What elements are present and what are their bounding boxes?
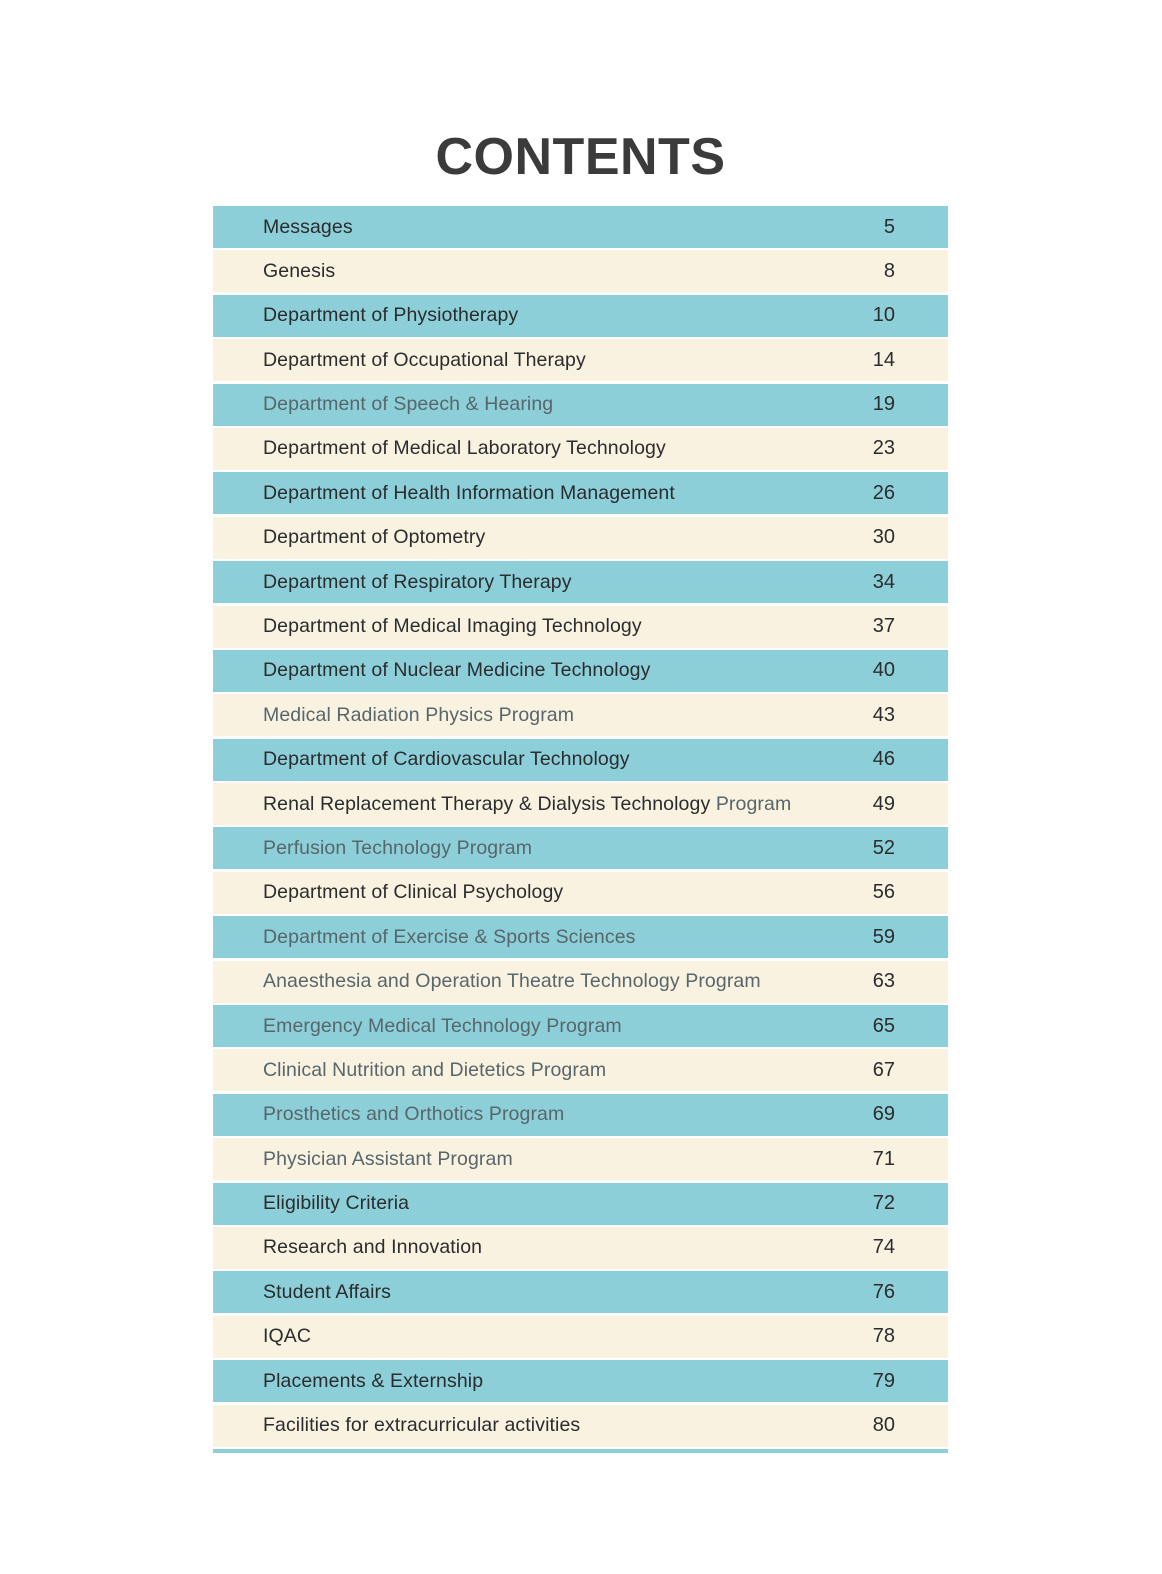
toc-page-number: 76 — [872, 1280, 895, 1303]
toc-entry-label: Physician Assistant Program — [263, 1147, 513, 1170]
toc-page-number: 74 — [872, 1236, 895, 1259]
toc-row: Perfusion Technology Program 52 — [213, 827, 948, 870]
toc-entry-label: Prosthetics and Orthotics Program — [263, 1103, 565, 1126]
toc-page-number: 80 — [872, 1414, 895, 1437]
toc-entry-label: Perfusion Technology Program — [263, 836, 533, 859]
toc-entry-label: Anaesthesia and Operation Theatre Techno… — [263, 970, 761, 993]
toc-row: Messages 5 — [213, 206, 948, 248]
contents-table: Messages 5 Genesis 8 Department of Physiot… — [213, 206, 948, 1447]
toc-row: Research and Innovation 74 — [213, 1226, 948, 1269]
toc-entry-label: Emergency Medical Technology Program — [263, 1014, 622, 1037]
toc-page-number: 34 — [872, 570, 895, 593]
toc-page-number: 23 — [872, 437, 895, 460]
toc-row: Facilities for extracurricular activitie… — [213, 1404, 948, 1447]
toc-entry-label: Department of Exercise & Sports Sciences — [263, 925, 636, 948]
toc-row: Department of Medical Laboratory Technol… — [213, 427, 948, 470]
toc-row: Eligibility Criteria 72 — [213, 1182, 948, 1225]
toc-entry-label: IQAC — [263, 1325, 312, 1348]
toc-page-number: 40 — [872, 659, 895, 682]
toc-page-number: 5 — [883, 215, 895, 238]
toc-page-number: 65 — [872, 1014, 895, 1037]
toc-page-number: 63 — [872, 970, 895, 993]
toc-row: Department of Health Information Managem… — [213, 472, 948, 515]
toc-entry-label: Department of Physiotherapy — [263, 304, 519, 327]
toc-row: Department of Clinical Psychology 56 — [213, 871, 948, 914]
toc-row: Emergency Medical Technology Program 65 — [213, 1005, 948, 1048]
toc-entry-label: Department of Medical Laboratory Technol… — [263, 437, 666, 460]
toc-page-number: 52 — [872, 836, 895, 859]
toc-page-number: 26 — [872, 481, 895, 504]
toc-entry-label: Department of Cardiovascular Technology — [263, 748, 630, 771]
toc-entry-label: Department of Nuclear Medicine Technolog… — [263, 659, 651, 682]
toc-row: Department of Cardiovascular Technology 4… — [213, 738, 948, 781]
toc-row: Department of Physiotherapy 10 — [213, 294, 948, 337]
toc-page-number: 30 — [872, 526, 895, 549]
toc-row: Anaesthesia and Operation Theatre Techno… — [213, 960, 948, 1003]
toc-page-number: 37 — [872, 615, 895, 638]
toc-row: Department of Speech & Hearing 19 — [213, 383, 948, 426]
toc-page-number: 59 — [872, 925, 895, 948]
toc-row: IQAC 78 — [213, 1315, 948, 1358]
toc-entry-label: Genesis — [263, 259, 336, 282]
toc-entry-label: Clinical Nutrition and Dietetics Program — [263, 1058, 607, 1081]
toc-page-number: 79 — [872, 1369, 895, 1392]
toc-page-number: 67 — [872, 1058, 895, 1081]
toc-row: Placements & Externship 79 — [213, 1360, 948, 1403]
toc-entry-label: Student Affairs — [263, 1280, 391, 1303]
toc-page-number: 19 — [872, 393, 895, 416]
toc-entry-label: Department of Medical Imaging Technology — [263, 615, 642, 638]
toc-entry-label: Department of Speech & Hearing — [263, 393, 554, 416]
toc-page-number: 71 — [872, 1147, 895, 1170]
toc-page-number: 14 — [872, 348, 895, 371]
toc-page-number: 72 — [872, 1192, 895, 1215]
toc-row: Genesis 8 — [213, 250, 948, 293]
toc-row: Clinical Nutrition and Dietetics Program… — [213, 1049, 948, 1092]
toc-entry-label: Renal Replacement Therapy & Dialysis Tec… — [263, 792, 792, 815]
toc-row: Department of Nuclear Medicine Technolog… — [213, 649, 948, 692]
toc-entry-label: Eligibility Criteria — [263, 1192, 410, 1215]
toc-entry-label: Department of Occupational Therapy — [263, 348, 586, 371]
toc-row: Physician Assistant Program 71 — [213, 1138, 948, 1181]
toc-row: Medical Radiation Physics Program 43 — [213, 694, 948, 737]
toc-page-number: 69 — [872, 1103, 895, 1126]
toc-row: Student Affairs 76 — [213, 1271, 948, 1314]
toc-page-number: 43 — [872, 703, 895, 726]
toc-page-number: 78 — [872, 1325, 895, 1348]
toc-entry-label: Department of Respiratory Therapy — [263, 570, 572, 593]
toc-entry-label: Research and Innovation — [263, 1236, 483, 1259]
toc-entry-label: Department of Clinical Psychology — [263, 881, 564, 904]
toc-page-number: 8 — [883, 259, 895, 282]
toc-row: Department of Occupational Therapy 14 — [213, 339, 948, 382]
toc-entry-label: Placements & Externship — [263, 1369, 484, 1392]
toc-row: Prosthetics and Orthotics Program 69 — [213, 1093, 948, 1136]
toc-entry-label: Department of Health Information Managem… — [263, 481, 675, 504]
toc-entry-label: Messages — [263, 215, 353, 238]
toc-entry-label: Facilities for extracurricular activitie… — [263, 1414, 581, 1437]
toc-row: Department of Exercise & Sports Sciences… — [213, 916, 948, 959]
toc-row: Department of Optometry 30 — [213, 516, 948, 559]
toc-row: Renal Replacement Therapy & Dialysis Tec… — [213, 783, 948, 826]
toc-entry-label: Department of Optometry — [263, 526, 486, 549]
bottom-edge-strip — [213, 1449, 948, 1453]
toc-page-number: 56 — [872, 881, 895, 904]
toc-row: Department of Medical Imaging Technology… — [213, 605, 948, 648]
page-title: CONTENTS — [435, 128, 726, 186]
toc-page-number: 46 — [872, 748, 895, 771]
toc-entry-label: Medical Radiation Physics Program — [263, 703, 575, 726]
toc-page-number: 10 — [872, 304, 895, 327]
toc-row: Department of Respiratory Therapy 34 — [213, 561, 948, 604]
toc-page-number: 49 — [872, 792, 895, 815]
